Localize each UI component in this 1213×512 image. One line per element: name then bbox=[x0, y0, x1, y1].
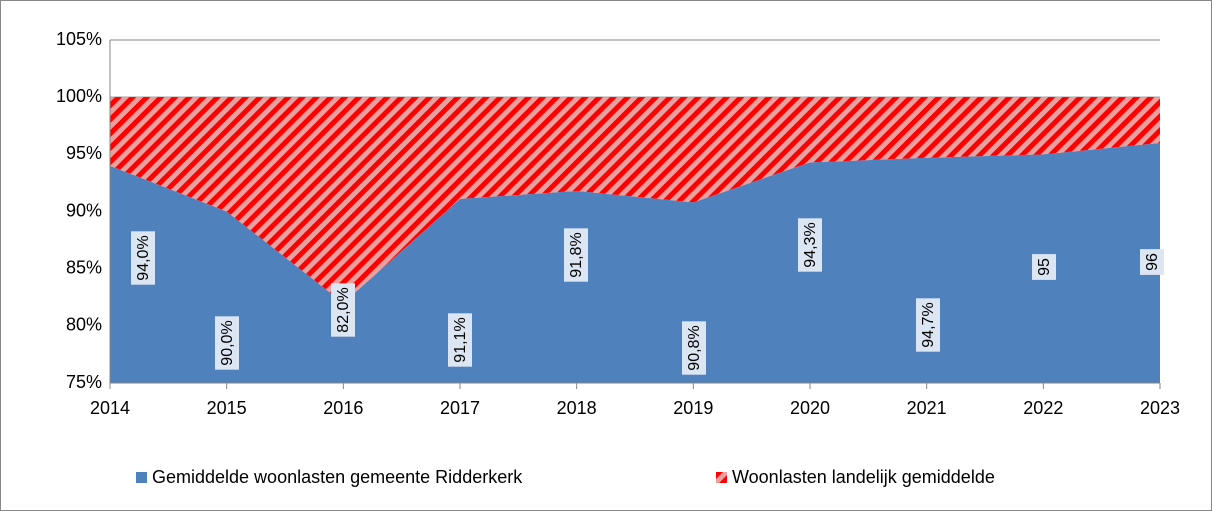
x-tick-label: 2014 bbox=[90, 398, 130, 418]
value-label-text: 94,0% bbox=[135, 235, 152, 280]
y-tick-label: 105% bbox=[56, 29, 102, 49]
area bbox=[110, 142, 1160, 383]
x-tick-label: 2022 bbox=[1023, 398, 1063, 418]
x-tick-label: 2016 bbox=[323, 398, 363, 418]
y-tick-label: 95% bbox=[66, 143, 102, 163]
value-label-box bbox=[564, 228, 588, 282]
y-tick-label: 75% bbox=[66, 372, 102, 392]
x-tick-label: 2019 bbox=[673, 398, 713, 418]
legend-label: Gemiddelde woonlasten gemeente Ridderker… bbox=[152, 467, 523, 487]
value-label-text: 91,8% bbox=[568, 232, 585, 277]
value-label-box bbox=[1032, 254, 1056, 280]
x-tick-label: 2020 bbox=[790, 398, 830, 418]
value-label-box bbox=[682, 321, 706, 375]
y-tick-label: 100% bbox=[56, 86, 102, 106]
value-label-text: 91,1% bbox=[452, 317, 469, 362]
value-label-box bbox=[215, 316, 239, 370]
value-label-text: 96 bbox=[1144, 253, 1161, 271]
y-tick-label: 90% bbox=[66, 200, 102, 220]
value-label: 90,8% bbox=[682, 321, 706, 375]
legend-swatch bbox=[716, 472, 727, 483]
value-label-text: 90,0% bbox=[219, 320, 236, 365]
value-label-text: 82,0% bbox=[335, 287, 352, 332]
value-label-box bbox=[916, 298, 940, 352]
value-label: 94,3% bbox=[798, 218, 822, 272]
value-label: 94,0% bbox=[131, 231, 155, 285]
y-tick-label: 80% bbox=[66, 315, 102, 335]
value-label-box bbox=[331, 283, 355, 337]
area bbox=[110, 97, 1160, 303]
value-label-text: 94,7% bbox=[920, 302, 937, 347]
value-label-box bbox=[448, 313, 472, 367]
value-label-box bbox=[798, 218, 822, 272]
x-tick-label: 2021 bbox=[907, 398, 947, 418]
value-label-text: 90,8% bbox=[686, 325, 703, 370]
x-tick-label: 2017 bbox=[440, 398, 480, 418]
value-label: 95 bbox=[1032, 254, 1056, 280]
value-label-text: 95 bbox=[1036, 258, 1053, 276]
value-label: 94,7% bbox=[916, 298, 940, 352]
value-label-box bbox=[131, 231, 155, 285]
value-label: 82,0% bbox=[331, 283, 355, 337]
x-tick-label: 2018 bbox=[557, 398, 597, 418]
legend-label: Woonlasten landelijk gemiddelde bbox=[732, 467, 995, 487]
y-tick-label: 85% bbox=[66, 257, 102, 277]
x-tick-label: 2023 bbox=[1140, 398, 1180, 418]
value-label: 91,1% bbox=[448, 313, 472, 367]
value-label: 90,0% bbox=[215, 316, 239, 370]
x-tick-label: 2015 bbox=[207, 398, 247, 418]
value-label-text: 94,3% bbox=[802, 222, 819, 267]
value-label-box bbox=[1140, 249, 1164, 275]
value-label: 91,8% bbox=[564, 228, 588, 282]
legend-swatch bbox=[136, 472, 147, 483]
value-label: 96 bbox=[1140, 249, 1164, 275]
